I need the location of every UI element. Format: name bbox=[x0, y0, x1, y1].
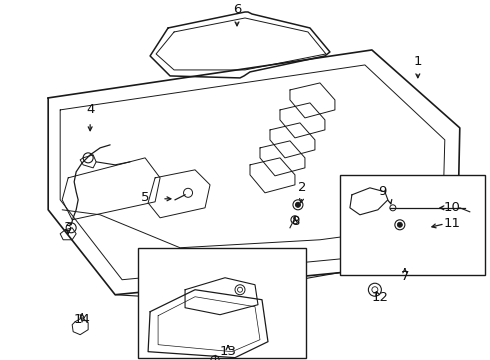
Text: 2: 2 bbox=[298, 181, 306, 194]
Text: 11: 11 bbox=[443, 217, 460, 230]
Text: 5: 5 bbox=[141, 191, 149, 204]
Text: 6: 6 bbox=[233, 4, 241, 17]
Text: 1: 1 bbox=[414, 55, 422, 68]
Circle shape bbox=[397, 222, 402, 227]
Text: 9: 9 bbox=[378, 185, 386, 198]
Text: 3: 3 bbox=[64, 221, 73, 234]
Text: 8: 8 bbox=[291, 215, 299, 228]
Text: 13: 13 bbox=[220, 345, 237, 358]
Text: 12: 12 bbox=[371, 291, 389, 304]
Text: 4: 4 bbox=[86, 103, 95, 116]
Bar bbox=[340, 175, 485, 275]
Text: 10: 10 bbox=[443, 201, 460, 214]
Bar bbox=[138, 248, 306, 358]
Text: 14: 14 bbox=[74, 313, 91, 326]
Text: 7: 7 bbox=[401, 270, 409, 283]
Circle shape bbox=[295, 202, 300, 207]
